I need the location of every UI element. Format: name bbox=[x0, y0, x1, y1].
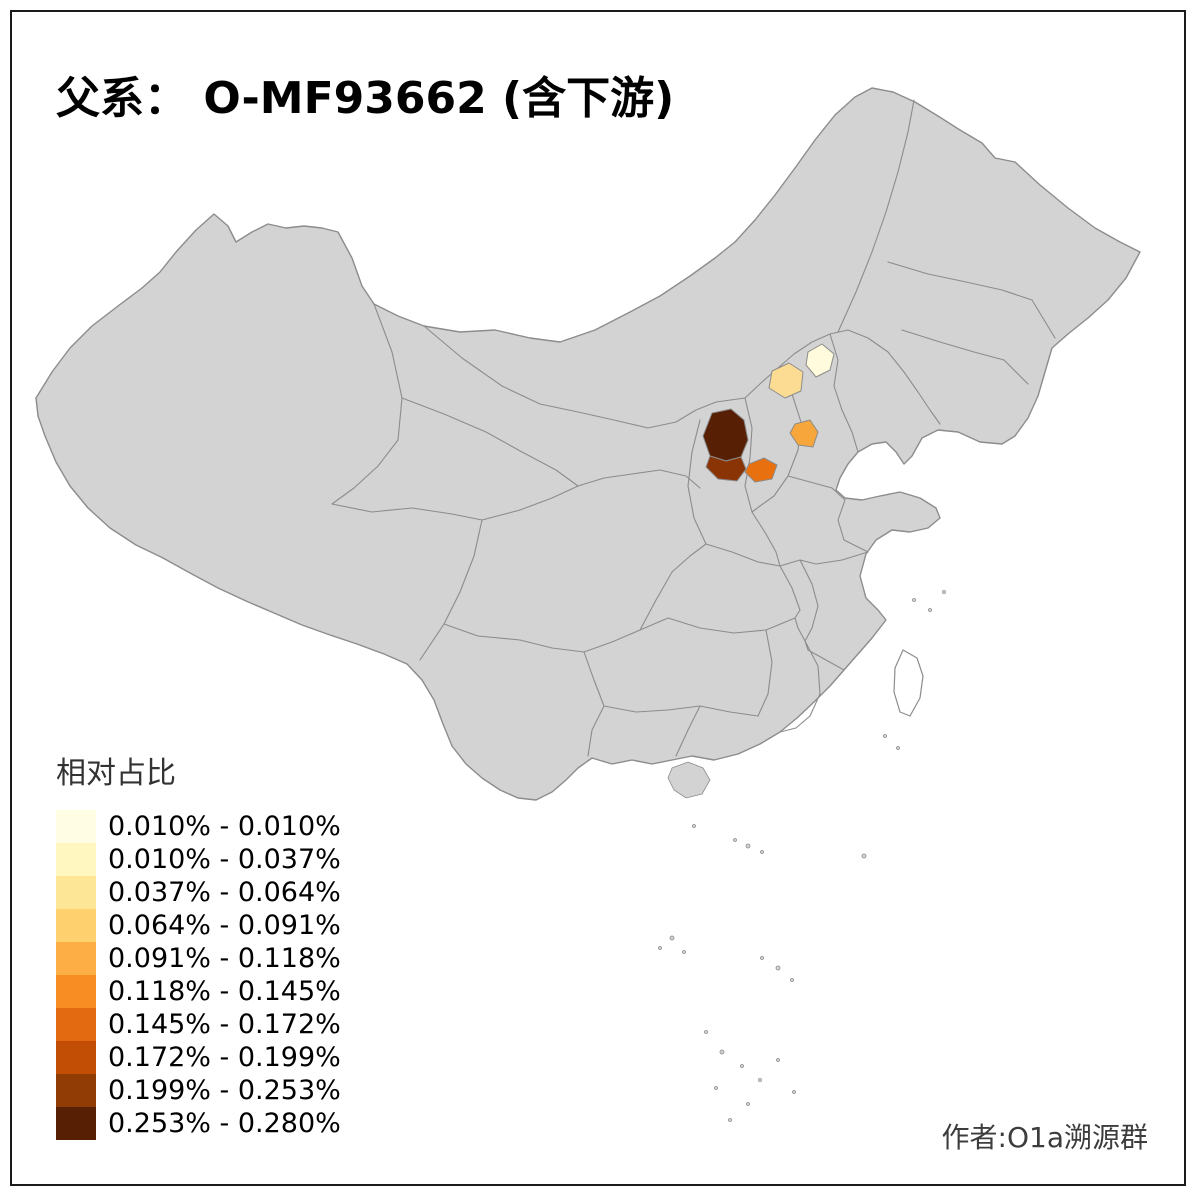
legend-label: 0.199% - 0.253% bbox=[108, 1075, 341, 1106]
map-region-dark bbox=[705, 455, 747, 482]
legend-swatch bbox=[56, 1041, 96, 1074]
legend-label: 0.091% - 0.118% bbox=[108, 943, 341, 974]
legend-swatch bbox=[56, 975, 96, 1008]
legend-item: 0.199% - 0.253% bbox=[56, 1074, 341, 1107]
page-title: 父系： O-MF93662 (含下游) bbox=[56, 73, 675, 124]
legend-label: 0.118% - 0.145% bbox=[108, 976, 341, 1007]
china-mainland bbox=[35, 87, 1141, 801]
legend-label: 0.037% - 0.064% bbox=[108, 877, 341, 908]
map-region-orange bbox=[789, 419, 819, 448]
legend-swatch bbox=[56, 909, 96, 942]
legend-swatch bbox=[56, 810, 96, 843]
legend-swatch bbox=[56, 1107, 96, 1140]
legend-swatch bbox=[56, 942, 96, 975]
legend-swatch bbox=[56, 1074, 96, 1107]
legend-item: 0.091% - 0.118% bbox=[56, 942, 341, 975]
legend-label: 0.172% - 0.199% bbox=[108, 1042, 341, 1073]
legend-title: 相对占比 bbox=[56, 756, 176, 791]
province-borders-west bbox=[331, 303, 701, 661]
legend-label: 0.064% - 0.091% bbox=[108, 910, 341, 941]
legend-item: 0.010% - 0.037% bbox=[56, 843, 341, 876]
legend-swatch bbox=[56, 876, 96, 909]
author-credit: 作者:O1a溯源群 bbox=[941, 1121, 1148, 1154]
legend-item: 0.064% - 0.091% bbox=[56, 909, 341, 942]
province-borders-south bbox=[583, 367, 869, 757]
map-region-cream bbox=[805, 343, 835, 378]
legend-swatch bbox=[56, 1008, 96, 1041]
legend-label: 0.010% - 0.037% bbox=[108, 844, 341, 875]
taiwan-island bbox=[893, 649, 924, 717]
legend-swatch bbox=[56, 843, 96, 876]
legend-item: 0.010% - 0.010% bbox=[56, 810, 341, 843]
legend-item: 0.037% - 0.064% bbox=[56, 876, 341, 909]
legend-label: 0.145% - 0.172% bbox=[108, 1009, 341, 1040]
map-region-orange-small bbox=[744, 457, 778, 483]
south-china-sea-islets bbox=[658, 590, 946, 1122]
hainan-island bbox=[667, 761, 711, 799]
legend-label: 0.253% - 0.280% bbox=[108, 1108, 341, 1139]
legend-item: 0.118% - 0.145% bbox=[56, 975, 341, 1008]
province-borders-north bbox=[423, 99, 1056, 453]
legend: 相对占比 0.010% - 0.010% 0.010% - 0.037% 0.0… bbox=[56, 748, 341, 1140]
legend-item: 0.253% - 0.280% bbox=[56, 1107, 341, 1140]
map-region-pale-yellow bbox=[768, 362, 804, 399]
legend-item: 0.145% - 0.172% bbox=[56, 1008, 341, 1041]
legend-label: 0.010% - 0.010% bbox=[108, 811, 341, 842]
legend-item: 0.172% - 0.199% bbox=[56, 1041, 341, 1074]
